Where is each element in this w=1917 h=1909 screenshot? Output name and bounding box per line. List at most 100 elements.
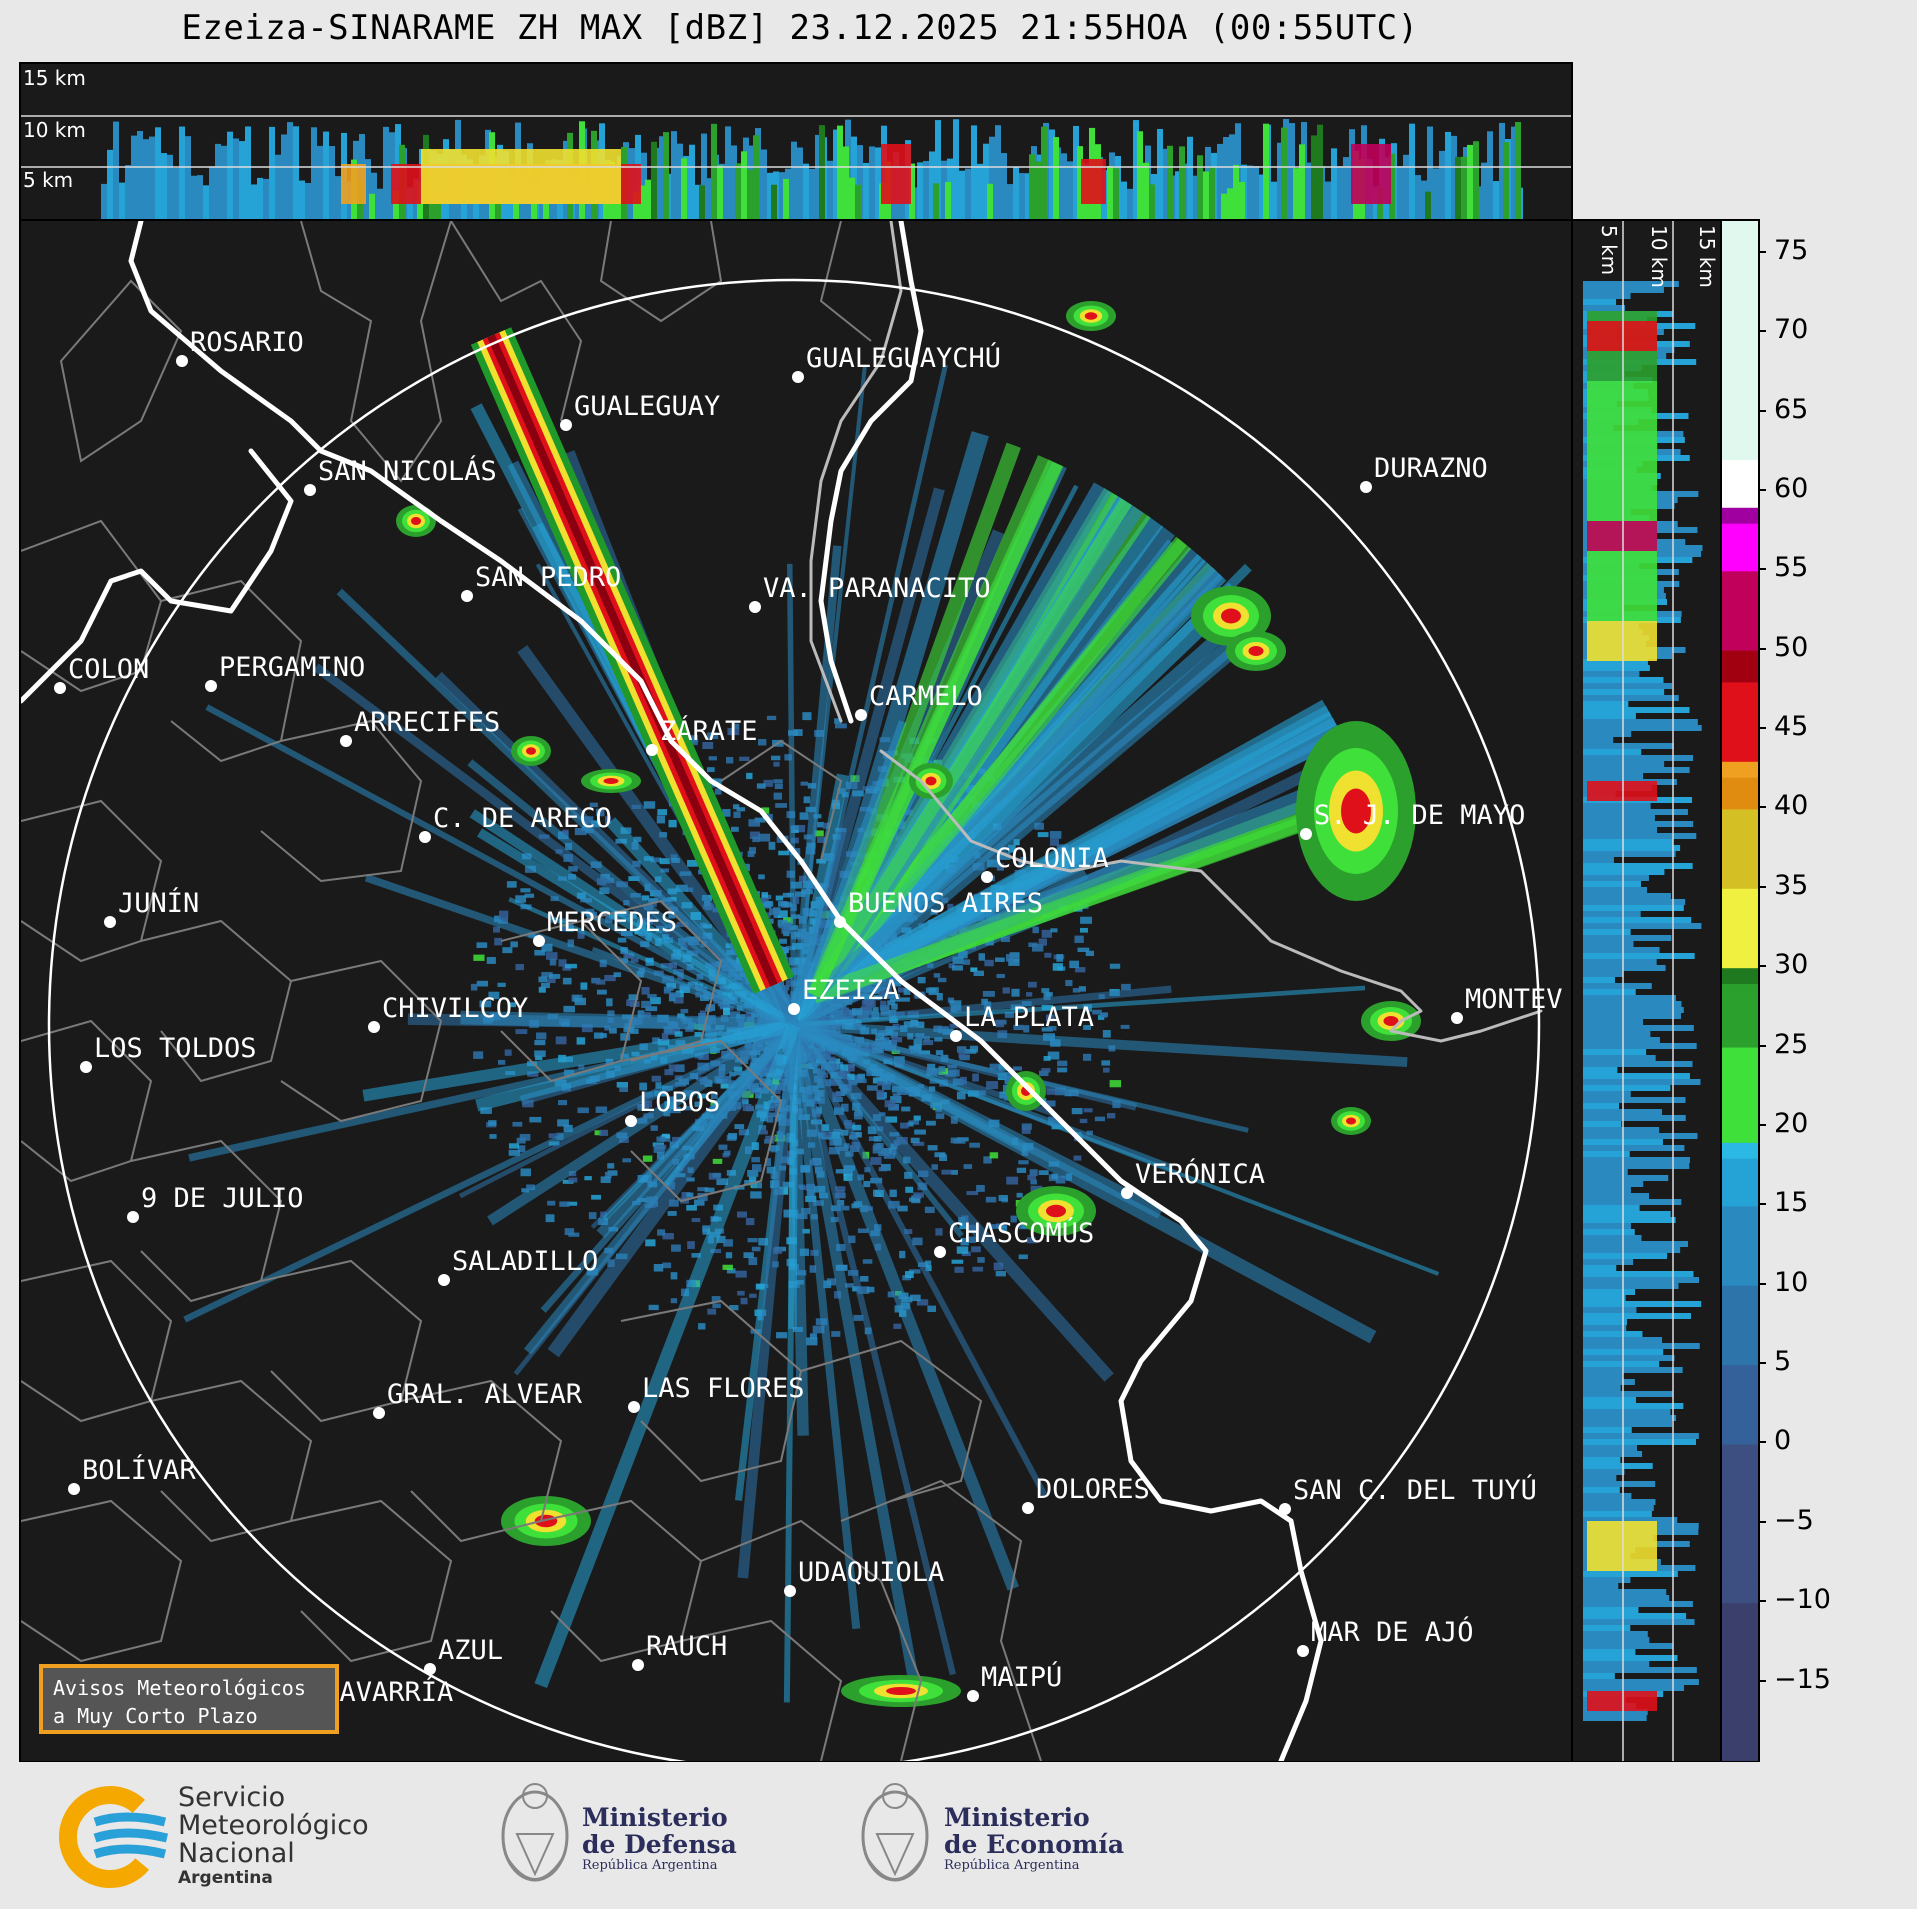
city-dot (981, 871, 993, 883)
city-marker: C. DE ARECO (419, 803, 612, 843)
city-dot (104, 916, 116, 928)
city-dot (1121, 1187, 1133, 1199)
city-label: CHIVILCOY (382, 993, 528, 1024)
radar-map-svg: ROSARIO GUALEGUAYCHÚ GUALEGUAY SAN NICOLÁS D… (21, 221, 1563, 1761)
city-label: PERGAMINO (219, 652, 365, 683)
city-dot (632, 1659, 644, 1671)
city-dot (792, 371, 804, 383)
city-label: 9 DE JULIO (141, 1183, 304, 1214)
city-label: BOLÍVAR (82, 1454, 197, 1486)
city-label: CARMELO (869, 681, 983, 712)
city-label: SAN PEDRO (475, 562, 621, 593)
city-dot (368, 1021, 380, 1033)
city-dot (80, 1061, 92, 1073)
city-dot (438, 1274, 450, 1286)
city-label: ZÁRATE (660, 715, 758, 747)
right-cross-section-panel: 5 km 10 km 15 km (1571, 219, 1722, 1763)
city-dot (54, 682, 66, 694)
city-label: RAUCH (646, 1631, 727, 1662)
city-marker: CHIVILCOY (368, 993, 528, 1033)
height-label-5km: 5 km (23, 168, 74, 192)
city-label: AZUL (438, 1635, 503, 1666)
city-dot (340, 735, 352, 747)
economia-logo-text: Ministerio de Economía República Argenti… (944, 1803, 1125, 1873)
city-dot (1360, 481, 1372, 493)
radar-map: ROSARIO GUALEGUAYCHÚ GUALEGUAY SAN NICOLÁS D… (19, 219, 1573, 1763)
aviso-line2: a Muy Corto Plazo (53, 1704, 258, 1728)
height-label-right-10km: 10 km (1647, 225, 1671, 288)
city-label: LOBOS (639, 1087, 720, 1118)
city-label: VA. PARANACITO (763, 573, 991, 604)
city-label: VERÓNICA (1135, 1158, 1265, 1190)
aviso-badge[interactable]: Avisos Meteorológicos a Muy Corto Plazo (39, 1664, 339, 1734)
city-marker: COLONIA (981, 843, 1109, 883)
height-label-right-5km: 5 km (1597, 225, 1621, 276)
city-label: MAIPÚ (981, 1661, 1062, 1693)
city-marker: ZÁRATE (646, 715, 758, 756)
city-marker: LOBOS (625, 1087, 720, 1127)
height-label-right-15km: 15 km (1695, 225, 1719, 288)
economia-seal-icon (861, 1783, 929, 1882)
city-dot (424, 1663, 436, 1675)
city-marker: BOLÍVAR (68, 1454, 197, 1495)
city-label: EZEIZA (802, 975, 900, 1006)
city-dot (373, 1407, 385, 1419)
right-cross-section-plot (1583, 221, 1703, 1761)
city-dot (788, 1003, 800, 1015)
city-marker: GUALEGUAYCHÚ (792, 342, 1001, 383)
city-dot (1451, 1012, 1463, 1024)
city-label: S. J. DE MAYO (1314, 800, 1525, 831)
page-title: Ezeiza-SINARAME ZH MAX [dBZ] 23.12.2025 … (181, 8, 1419, 48)
city-dot (1279, 1503, 1291, 1515)
city-label: ROSARIO (190, 327, 304, 358)
city-dot (834, 916, 846, 928)
city-label: UDAQUIOLA (798, 1557, 944, 1588)
city-label: SAN NICOLÁS (318, 455, 497, 487)
city-dot (625, 1115, 637, 1127)
rivers-and-coast (21, 221, 1543, 1761)
city-dot (1297, 1645, 1309, 1657)
city-label: ARRECIFES (354, 707, 500, 738)
height-label-15km: 15 km (23, 66, 86, 90)
city-dot (855, 709, 867, 721)
city-dot (628, 1401, 640, 1413)
colorbar-tick-labels: 75 70 65 60 55 50 45 40 35 30 25 20 15 10 5 0 −5 −10 −15 (1758, 234, 1831, 1695)
city-label: C. DE ARECO (433, 803, 612, 834)
city-label: COLON (68, 654, 149, 685)
city-marker: 9 DE JULIO (127, 1183, 304, 1223)
city-label: MERCEDES (547, 907, 677, 938)
province-boundaries (21, 221, 1042, 1761)
city-marker: AZUL (424, 1635, 503, 1675)
city-dot (127, 1211, 139, 1223)
city-dot (68, 1483, 80, 1495)
city-marker: LA PLATA (950, 1002, 1094, 1042)
aviso-line1: Avisos Meteorológicos (53, 1676, 306, 1700)
top-cross-section-plot (21, 115, 1571, 219)
footer-logos: Servicio Meteorológico Nacional Argentin… (0, 1762, 1917, 1909)
city-marker: SAN NICOLÁS (304, 455, 497, 496)
city-marker: S. J. DE MAYO (1300, 800, 1525, 840)
city-label: MONTEV (1465, 984, 1563, 1015)
city-dot (419, 831, 431, 843)
city-label: GRAL. ALVEAR (387, 1379, 583, 1410)
city-label: GUALEGUAYCHÚ (806, 342, 1001, 374)
city-marker: MONTEV (1451, 984, 1563, 1024)
city-marker: SAN C. DEL TUYÚ (1279, 1474, 1537, 1515)
city-marker: COLON (54, 654, 149, 694)
city-dot (533, 935, 545, 947)
top-cross-section-panel: 15 km 10 km 5 km (19, 62, 1573, 221)
radar-range-ring (47, 278, 1541, 1761)
defensa-seal-icon (501, 1783, 569, 1882)
city-marker: UDAQUIOLA (784, 1557, 944, 1597)
city-marker: LAS FLORES (628, 1373, 805, 1413)
city-marker: GRAL. ALVEAR (373, 1379, 583, 1419)
city-dot (461, 590, 473, 602)
city-marker: DOLORES (1022, 1474, 1150, 1514)
city-label: CHASCOMÚS (948, 1217, 1094, 1249)
city-marker: BUENOS AIRES (834, 888, 1043, 928)
city-dot (646, 744, 658, 756)
city-label: COLONIA (995, 843, 1109, 874)
smn-logo-text: Servicio Meteorológico Nacional Argentin… (178, 1782, 369, 1889)
city-dot (967, 1690, 979, 1702)
city-marker: SALADILLO (438, 1246, 598, 1286)
